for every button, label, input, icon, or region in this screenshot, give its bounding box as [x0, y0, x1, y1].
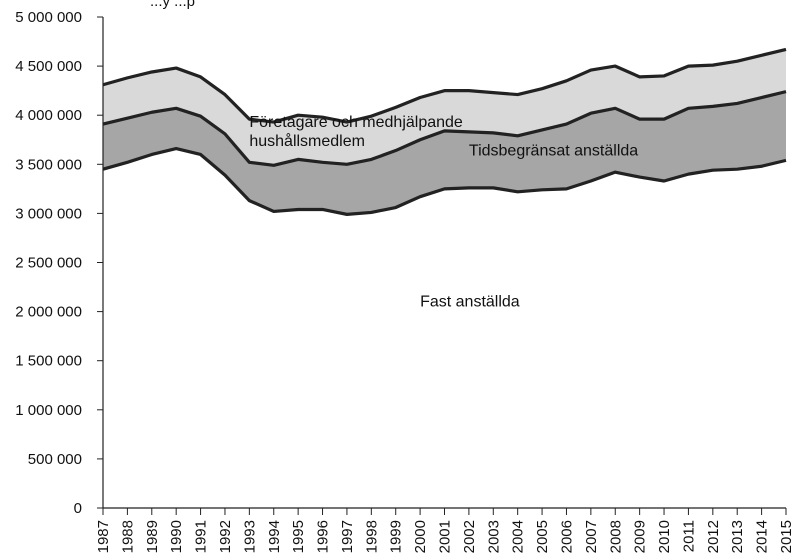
x-tick-label: 2010: [656, 520, 673, 553]
y-tick-label: 3 500 000: [15, 156, 82, 173]
area-fast-anstallda: [103, 148, 786, 508]
annotation-tidsbegransat-anstallda: Tidsbegränsat anställda: [469, 142, 638, 159]
y-tick-label: 1 000 000: [15, 402, 82, 419]
line-top-tidsbegransat-anstallda: [102, 90, 787, 167]
y-tick-label: 5 000 000: [15, 9, 82, 26]
y-tick-label: 1 500 000: [15, 353, 82, 370]
x-tick-label: 2015: [778, 520, 795, 553]
annotation-fast-anstallda: Fast anställda: [420, 294, 520, 311]
x-tick-label: 1989: [144, 520, 161, 553]
x-tick-label: 2005: [534, 520, 551, 553]
chart-boundary-lines: [102, 47, 787, 216]
annotation-foretagare-och-medhjalpande-hushallsmedlem: Företagare och medhjälpande hushållsmedle…: [249, 114, 463, 150]
x-tick-label: 1999: [388, 520, 405, 553]
cropped-header-text: ...y ...p: [150, 0, 195, 10]
x-tick-label: 2002: [461, 520, 478, 553]
x-tick-label: 1990: [168, 520, 185, 553]
chart-areas: [103, 49, 786, 508]
x-tick-label: 2011: [680, 520, 697, 552]
x-tick-label: 1995: [290, 520, 307, 553]
x-tick-label: 1997: [339, 520, 356, 553]
x-tick-label: 2009: [632, 520, 649, 553]
x-tick-label: 2008: [607, 520, 624, 553]
x-tick-label: 1991: [193, 520, 210, 553]
x-tick-label: 2000: [412, 520, 429, 553]
x-tick-label: 2013: [729, 520, 746, 553]
y-tick-label: 2 000 000: [15, 304, 82, 321]
y-tick-label: 3 000 000: [15, 205, 82, 222]
x-tick-label: 2001: [437, 520, 454, 553]
x-tick-label: 2012: [705, 520, 722, 553]
y-tick-label: 4 000 000: [15, 107, 82, 124]
x-tick-label: 1994: [266, 520, 283, 553]
x-tick-label: 2003: [485, 520, 502, 553]
y-tick-label: 2 500 000: [15, 255, 82, 272]
chart-axes: [97, 16, 787, 515]
x-tick-label: 2006: [558, 520, 575, 553]
line-top-foretagare-och-medhjalpande-hushallsmedlem: [102, 47, 787, 124]
x-tick-label: 1998: [363, 520, 380, 553]
y-axis-tick-labels: 0 500 000 1 000 000 1 500 000 2 000 000 2 500…: [15, 9, 82, 517]
y-tick-label: 0: [74, 500, 82, 517]
line-top-fast-anstallda: [102, 146, 787, 216]
y-tick-label: 4 500 000: [15, 58, 82, 75]
x-axis-tick-labels: 1987 1988 1989 1990 1991 1992 1993 1994 1995 1996…: [95, 520, 795, 553]
x-tick-label: 2007: [583, 520, 600, 553]
area-tidsbegransat-anstallda: [103, 91, 786, 215]
x-tick-label: 2004: [510, 520, 527, 553]
x-tick-label: 1987: [95, 520, 112, 553]
x-tick-label: 1996: [315, 520, 332, 553]
x-tick-label: 2014: [754, 520, 771, 553]
x-tick-label: 1993: [241, 520, 258, 553]
area-annotations: Företagare och medhjälpande hushållsmedle…: [249, 114, 638, 311]
x-tick-label: 1988: [119, 520, 136, 553]
y-tick-label: 500 000: [28, 451, 82, 468]
x-tick-label: 1992: [217, 520, 234, 553]
area-foretagare-och-medhjalpande-hushallsmedlem: [103, 49, 786, 166]
